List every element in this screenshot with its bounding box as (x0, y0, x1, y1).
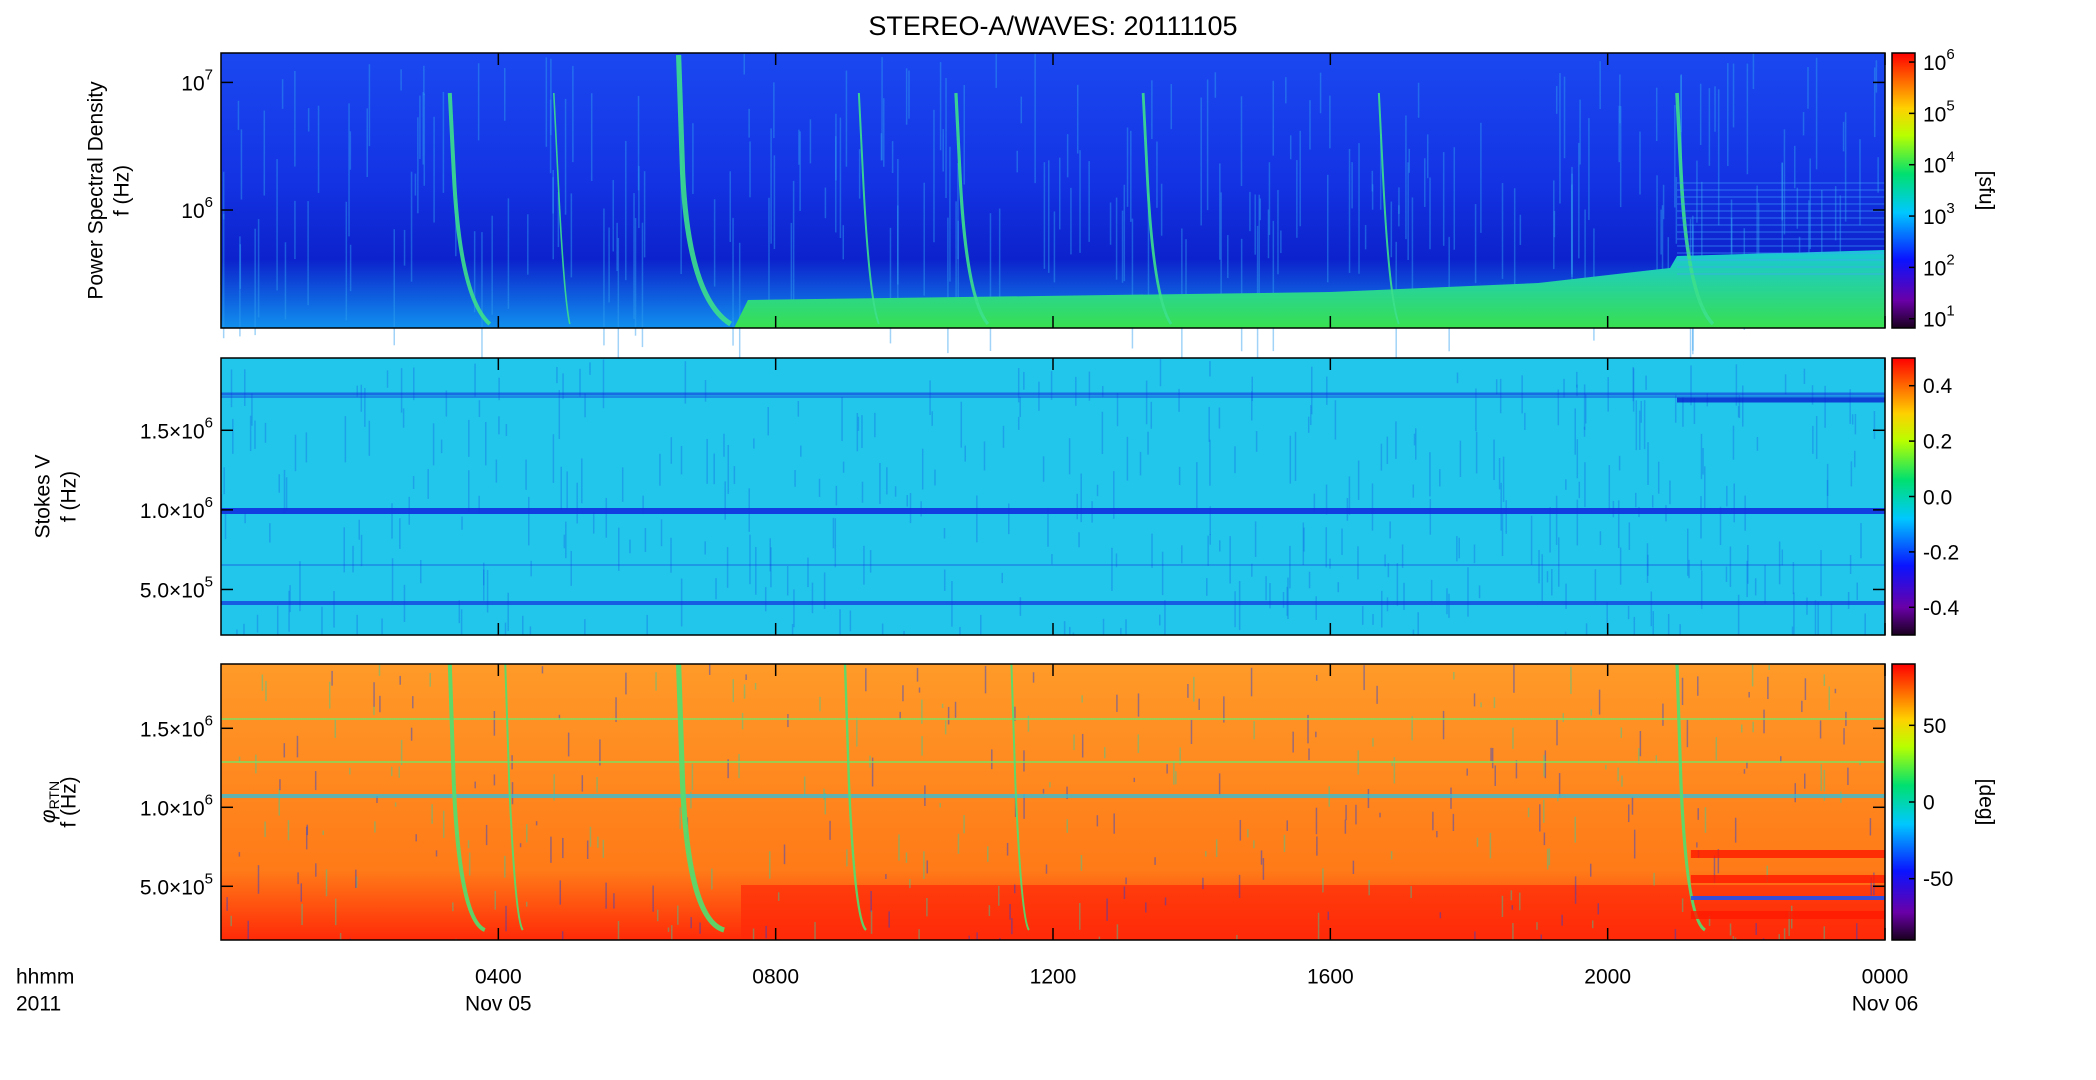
tick-label-exponent: 4 (1946, 149, 1954, 166)
tick-label: 5.0×105 (140, 870, 213, 899)
tick-label-exponent: 2 (1946, 251, 1954, 268)
texture (676, 663, 726, 933)
tick-label: 5.0×105 (140, 573, 213, 602)
y-axis-label-symbol: φ (37, 809, 60, 823)
tick-label: 0.4 (1923, 375, 1953, 398)
texture (954, 92, 990, 326)
texture (843, 663, 867, 931)
tick-label-base: 10 (1923, 206, 1946, 229)
texture (1141, 92, 1173, 325)
y-axis-label: f (Hz) (111, 165, 134, 216)
tick-label-base: 1.0×10 (140, 797, 205, 820)
tick-label-base: 10 (1923, 52, 1946, 75)
x-axis-label: hhmm (16, 966, 74, 989)
tick-label: 106 (1923, 46, 1955, 75)
colorbar-label: [sfu] (1974, 171, 1997, 211)
tick-label: 103 (1923, 200, 1955, 229)
x-tick-label: 0800 (752, 966, 799, 989)
texture (553, 92, 571, 325)
y-axis-label: f (Hz) (58, 776, 81, 827)
tick-label: 105 (1923, 97, 1955, 126)
tick-label-base: 10 (1923, 308, 1946, 331)
x-tick-label: 1600 (1307, 966, 1354, 989)
tick-label-exponent: 3 (1946, 200, 1954, 217)
tick-label-exponent: 6 (205, 791, 213, 808)
colorbar (1891, 52, 1916, 329)
tick-label-base: 1.0×10 (140, 499, 205, 522)
spectrogram (221, 663, 1885, 940)
tick-label: 107 (181, 66, 213, 95)
texture (504, 663, 524, 931)
tick-label-base: 10 (181, 72, 204, 95)
tick-label-base: 1.5×10 (140, 420, 205, 443)
tick-label: 102 (1923, 251, 1955, 280)
tick-label: -0.2 (1923, 541, 1959, 564)
tick-label: 104 (1923, 149, 1955, 178)
y-axis-label: Power Spectral Density (85, 81, 108, 300)
x-date-label: Nov 05 (465, 993, 532, 1016)
spectrogram (220, 358, 1885, 635)
texture (447, 92, 492, 326)
colorbar-label: [deg] (1974, 779, 1997, 826)
texture (1010, 663, 1030, 931)
tick-label-exponent: 6 (205, 414, 213, 431)
tick-label: 0.0 (1923, 486, 1952, 509)
tick-label-exponent: 1 (1946, 303, 1954, 320)
tick-label-exponent: 6 (1946, 46, 1954, 63)
texture (676, 54, 733, 327)
tick-label: 0 (1923, 792, 1935, 815)
spectrogram (220, 53, 1885, 383)
tick-label: 1.0×106 (140, 791, 213, 820)
tick-label-base: 10 (1923, 154, 1946, 177)
tick-label-exponent: 6 (205, 194, 213, 211)
y-axis-label: Stokes V (32, 454, 55, 538)
texture (447, 663, 486, 932)
tick-label-exponent: 6 (205, 712, 213, 729)
tick-label-base: 1.5×10 (140, 718, 205, 741)
tick-label: 1.0×106 (140, 494, 213, 523)
texture (1377, 92, 1400, 325)
tick-label-exponent: 5 (205, 573, 213, 590)
tick-label-base: 5.0×10 (140, 876, 205, 899)
y-axis-label-subscript: RTN (46, 781, 62, 810)
texture (734, 250, 1885, 328)
tick-label: 1.5×106 (140, 712, 213, 741)
tick-label: 106 (181, 194, 213, 223)
texture (857, 92, 880, 325)
x-tick-label: 2000 (1584, 966, 1631, 989)
tick-label-base: 0.0 (1923, 486, 1952, 509)
tick-label: 50 (1923, 715, 1946, 738)
x-axis-label: 2011 (16, 993, 61, 1016)
tick-label-exponent: 5 (1946, 97, 1954, 114)
chart-title: STEREO-A/WAVES: 20111105 (868, 11, 1237, 41)
tick-label-base: 5.0×10 (140, 579, 205, 602)
tick-label: -0.4 (1923, 597, 1960, 620)
tick-label: -50 (1923, 868, 1953, 891)
x-date-label: Nov 06 (1852, 993, 1919, 1016)
x-tick-label: 1200 (1030, 966, 1077, 989)
tick-label-base: 10 (181, 200, 204, 223)
x-tick-label: 0000 (1862, 966, 1909, 989)
tick-label: 101 (1923, 303, 1955, 332)
tick-label-base: 10 (1923, 103, 1946, 126)
tick-label: 1.5×106 (140, 414, 213, 443)
y-axis-label: φRTN (37, 781, 62, 823)
x-tick-label: 0400 (475, 966, 522, 989)
tick-label: 0.2 (1923, 431, 1952, 454)
spectrogram-bg (221, 358, 1885, 635)
tick-label-base: 10 (1923, 257, 1946, 280)
tick-label-exponent: 6 (205, 494, 213, 511)
y-axis-label: f (Hz) (58, 471, 81, 522)
texture (1675, 663, 1707, 932)
tick-label-exponent: 7 (205, 66, 213, 83)
tick-label-exponent: 5 (205, 870, 213, 887)
